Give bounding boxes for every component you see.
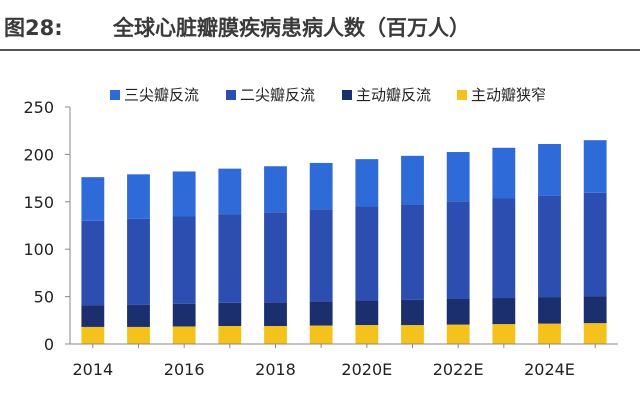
chart-legend: 三尖瓣反流 二尖瓣反流 主动瓣反流 主动瓣狭窄 [110, 86, 546, 104]
bar-segment [355, 159, 379, 207]
bar-segment [583, 140, 607, 193]
bar-segment [538, 143, 561, 196]
y-tick-label: 200 [23, 145, 54, 164]
bar-segment [583, 323, 607, 344]
bar-segment [492, 198, 516, 299]
stacked-bar-chart: 三尖瓣反流 二尖瓣反流 主动瓣反流 主动瓣狭窄 0 50 100 150 200 250 2014… [23, 86, 618, 379]
y-tick-label: 50 [34, 288, 54, 307]
bar-segment [127, 304, 150, 327]
bar-segment [218, 214, 242, 303]
y-tick-label: 150 [23, 193, 54, 212]
bar-segment [401, 325, 424, 344]
bar-segment [81, 305, 105, 327]
legend-label: 三尖瓣反流 [124, 86, 199, 104]
bar-segment [172, 326, 196, 344]
legend-swatch [342, 90, 352, 100]
bar-segment [492, 147, 516, 199]
bar-segment [401, 299, 424, 326]
legend-swatch [226, 90, 236, 100]
x-tick-label: 2024E [524, 360, 575, 379]
legend-label: 主动瓣反流 [356, 86, 431, 104]
bar-segment [538, 323, 561, 344]
bar-segment [172, 303, 196, 327]
bar-segment [264, 166, 287, 213]
bar-segment [218, 325, 242, 344]
bar-segment [446, 152, 470, 202]
y-tick-label: 100 [23, 240, 54, 259]
bar-segment [492, 324, 516, 344]
bar-segment [218, 302, 242, 326]
bar-segment [81, 326, 105, 344]
bar-segment [264, 325, 287, 344]
bar-segment [538, 195, 561, 298]
bar-segment [355, 300, 379, 326]
bar-segment [401, 155, 424, 205]
bar-segment [172, 216, 196, 304]
bar-segment [538, 297, 561, 324]
bar-segment [309, 325, 333, 344]
x-tick-label: 2018 [255, 360, 296, 379]
bar-segment [81, 177, 105, 221]
x-tick-label: 2020E [341, 360, 392, 379]
bar-stack-group [81, 140, 607, 344]
bar-segment [446, 324, 470, 344]
chart-axes: 0 50 100 150 200 250 2014 2016 2018 2020E 2022E 202… [23, 98, 618, 379]
bar-segment [583, 296, 607, 324]
bar-segment [172, 171, 196, 217]
y-tick-label: 0 [44, 335, 54, 354]
figure-label: 图28: [4, 16, 63, 40]
figure-title: 全球心脏瓣膜疾病患病人数（百万人） [113, 16, 470, 40]
bar-segment [446, 201, 470, 299]
bar-segment [264, 302, 287, 326]
bar-segment [264, 212, 287, 303]
bar-segment [81, 220, 105, 306]
x-tick-label: 2014 [72, 360, 113, 379]
header-divider [0, 49, 640, 51]
bar-segment [127, 326, 150, 344]
bar-segment [583, 192, 607, 297]
bar-segment [127, 174, 150, 219]
bar-segment [446, 298, 470, 325]
y-tick-label: 250 [23, 98, 54, 117]
bar-segment [401, 204, 424, 300]
x-tick-label: 2016 [164, 360, 205, 379]
bar-segment [492, 298, 516, 325]
bar-segment [218, 168, 242, 215]
bar-segment [355, 206, 379, 301]
bar-segment [127, 218, 150, 305]
legend-label: 二尖瓣反流 [240, 86, 315, 104]
legend-swatch [457, 90, 467, 100]
bar-segment [309, 162, 333, 210]
bar-segment [309, 301, 333, 326]
bar-segment [355, 325, 379, 344]
figure-header: 图28: 全球心脏瓣膜疾病患病人数（百万人） [0, 0, 640, 50]
legend-swatch [110, 90, 120, 100]
legend-label: 主动瓣狭窄 [471, 86, 546, 104]
bar-segment [309, 209, 333, 302]
x-tick-label: 2022E [433, 360, 484, 379]
